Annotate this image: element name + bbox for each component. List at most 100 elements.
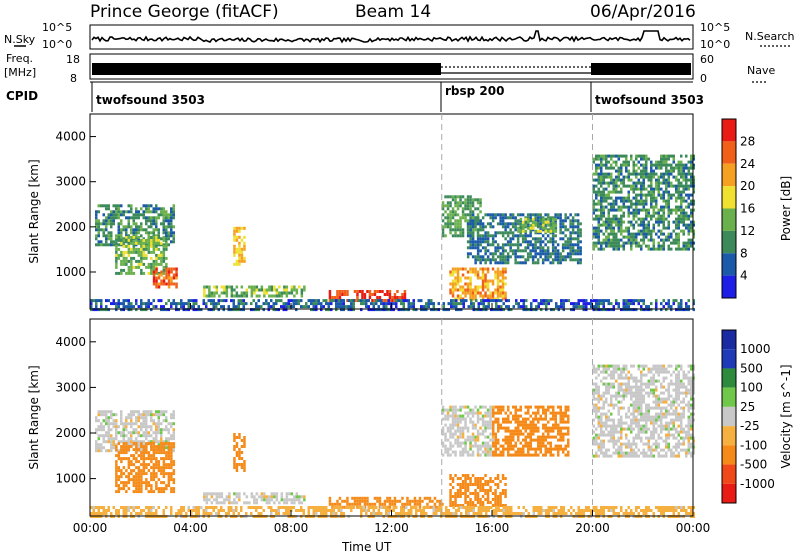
heatmap-cell [642, 226, 645, 230]
heatmap-cell [466, 435, 470, 439]
heatmap-cell [512, 405, 515, 409]
heatmap-cell [665, 308, 668, 312]
heatmap-cell [208, 288, 211, 292]
heatmap-cell [228, 495, 231, 499]
heatmap-cell [509, 222, 512, 226]
heatmap-cell [362, 302, 365, 306]
heatmap-cell [155, 445, 158, 449]
nave-tick-top: 60 [700, 53, 714, 66]
heatmap-cell [527, 426, 530, 430]
heatmap-cell [388, 499, 392, 503]
heatmap-cell [489, 294, 492, 298]
heatmap-cell [130, 238, 133, 242]
heatmap-cell [233, 501, 236, 505]
heatmap-cell [298, 501, 301, 505]
heatmap-cell [170, 466, 173, 470]
heatmap-cell [427, 299, 430, 303]
heatmap-cell [576, 225, 580, 229]
heatmap-cell [112, 216, 115, 220]
heatmap-cell [474, 261, 477, 265]
heatmap-cell [612, 229, 615, 233]
heatmap-cell [162, 475, 166, 479]
heatmap-cell [459, 222, 462, 226]
heatmap-cell [627, 232, 630, 236]
heatmap-cell [484, 441, 487, 445]
heatmap-cell [155, 262, 158, 266]
heatmap-cell [597, 418, 600, 422]
heatmap-cell [519, 441, 522, 445]
heatmap-cell [155, 241, 158, 245]
heatmap-cell [461, 504, 465, 507]
heatmap-cell [218, 501, 221, 505]
heatmap-cell [665, 184, 668, 188]
heatmap-cell [491, 219, 495, 223]
heatmap-cell [95, 443, 98, 447]
heatmap-cell [203, 492, 206, 496]
heatmap-cell [155, 247, 158, 251]
heatmap-cell [449, 501, 452, 504]
heatmap-cell [165, 440, 168, 444]
heatmap-cell [645, 163, 648, 167]
heatmap-cell [617, 412, 620, 416]
heatmap-cell [285, 288, 289, 292]
heatmap-cell [456, 222, 460, 226]
heatmap-cell [536, 258, 540, 262]
heatmap-cell [157, 228, 160, 232]
heatmap-cell [280, 498, 284, 502]
heatmap-cell [489, 426, 492, 430]
heatmap-cell [685, 193, 688, 197]
heatmap-cell [461, 273, 465, 277]
heatmap-cell [497, 447, 500, 451]
heatmap-cell [160, 442, 163, 446]
heatmap-cell [140, 228, 143, 232]
heatmap-cell [110, 449, 113, 453]
heatmap-cell [637, 302, 640, 306]
heatmap-cell [640, 305, 643, 309]
heatmap-cell [449, 228, 452, 232]
heatmap-cell [145, 247, 148, 251]
heatmap-cell [576, 261, 580, 265]
heatmap-cell [145, 253, 148, 257]
heatmap-cell [130, 472, 133, 476]
heatmap-cell [145, 204, 148, 208]
heatmap-cell [132, 422, 135, 426]
heatmap-cell [155, 222, 158, 226]
heatmap-cell [152, 222, 155, 226]
heatmap-cell [464, 219, 467, 223]
heatmap-cell [592, 205, 595, 209]
heatmap-cell [378, 502, 382, 506]
heatmap-cell [620, 229, 623, 233]
heatmap-cell [542, 435, 545, 439]
heatmap-cell [110, 231, 113, 235]
heatmap-cell [459, 450, 462, 454]
heatmap-cell [125, 210, 128, 214]
heatmap-cell [137, 434, 140, 438]
heatmap-cell [333, 502, 337, 506]
heatmap-cell [642, 154, 645, 158]
heatmap-cell [496, 297, 500, 301]
heatmap-cell [610, 403, 613, 407]
heatmap-cell [642, 208, 645, 212]
heatmap-cell [605, 199, 608, 203]
heatmap-cell [605, 421, 608, 425]
heatmap-cell [150, 428, 153, 432]
heatmap-cell [459, 297, 462, 301]
heatmap-cell [145, 308, 148, 312]
heatmap-cell [152, 466, 156, 470]
heatmap-cell [690, 181, 693, 185]
heatmap-cell [122, 238, 126, 242]
heatmap-cell [208, 492, 211, 496]
heatmap-cell [541, 234, 545, 238]
heatmap-cell [576, 258, 580, 262]
heatmap-cell [456, 201, 460, 205]
heatmap-cell [132, 428, 135, 432]
heatmap-cell [486, 492, 490, 495]
heatmap-cell [170, 210, 173, 214]
heatmap-cell [627, 208, 630, 212]
heatmap-cell [504, 216, 507, 220]
heatmap-cell [652, 238, 655, 242]
heatmap-cell [232, 299, 235, 303]
heatmap-cell [127, 271, 131, 275]
heatmap-cell [592, 424, 595, 428]
heatmap-cell [120, 460, 123, 464]
